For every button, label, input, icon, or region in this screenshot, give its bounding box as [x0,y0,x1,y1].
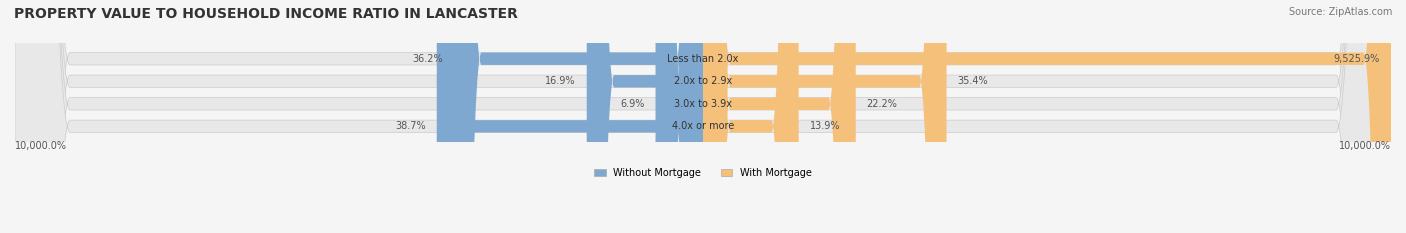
FancyBboxPatch shape [15,0,1391,233]
FancyBboxPatch shape [586,0,703,233]
Text: 35.4%: 35.4% [957,76,988,86]
FancyBboxPatch shape [454,0,703,233]
FancyBboxPatch shape [655,0,703,233]
Text: Source: ZipAtlas.com: Source: ZipAtlas.com [1288,7,1392,17]
Text: 13.9%: 13.9% [810,121,841,131]
FancyBboxPatch shape [703,0,799,233]
FancyBboxPatch shape [703,0,856,233]
Text: 6.9%: 6.9% [620,99,644,109]
Text: 22.2%: 22.2% [866,99,897,109]
FancyBboxPatch shape [15,0,1391,233]
Text: 36.2%: 36.2% [412,54,443,64]
FancyBboxPatch shape [703,0,1391,233]
FancyBboxPatch shape [15,0,1391,233]
Text: Less than 2.0x: Less than 2.0x [668,54,738,64]
Legend: Without Mortgage, With Mortgage: Without Mortgage, With Mortgage [591,164,815,182]
Text: 10,000.0%: 10,000.0% [1339,141,1391,151]
Text: 38.7%: 38.7% [395,121,426,131]
Text: 9,525.9%: 9,525.9% [1334,54,1381,64]
Text: 4.0x or more: 4.0x or more [672,121,734,131]
Text: 3.0x to 3.9x: 3.0x to 3.9x [673,99,733,109]
Text: PROPERTY VALUE TO HOUSEHOLD INCOME RATIO IN LANCASTER: PROPERTY VALUE TO HOUSEHOLD INCOME RATIO… [14,7,517,21]
Text: 16.9%: 16.9% [546,76,575,86]
FancyBboxPatch shape [15,0,1391,233]
FancyBboxPatch shape [703,0,946,233]
Text: 10,000.0%: 10,000.0% [15,141,67,151]
FancyBboxPatch shape [437,0,703,233]
Text: 2.0x to 2.9x: 2.0x to 2.9x [673,76,733,86]
